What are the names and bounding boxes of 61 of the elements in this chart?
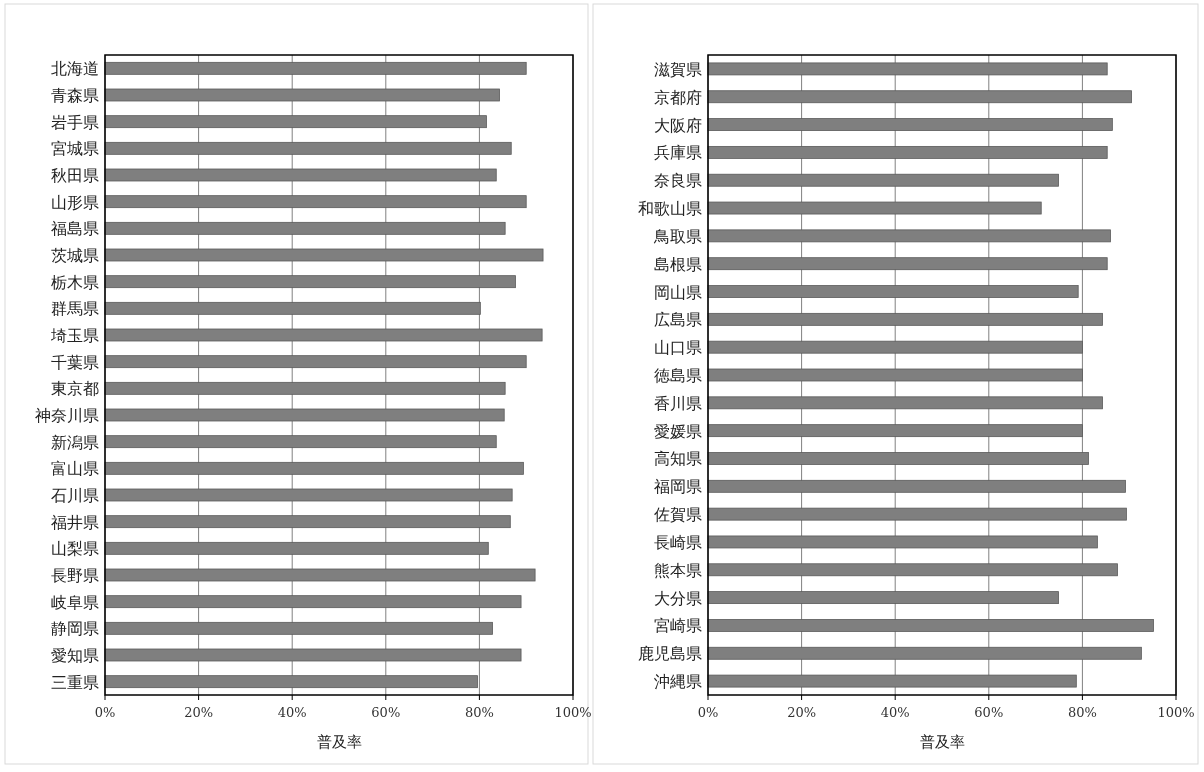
y-tick-label: 三重県 [51, 672, 99, 692]
x-tick-label: 40% [880, 705, 910, 720]
y-tick-label: 宮城県 [51, 139, 99, 159]
y-tick-label: 愛媛県 [654, 421, 702, 441]
y-tick-label: 栃木県 [51, 272, 99, 292]
y-tick-label: 鹿児島県 [638, 644, 702, 664]
y-tick-label: 石川県 [51, 486, 99, 505]
y-tick-label: 北海道 [51, 59, 99, 79]
x-tick-label: 100% [1157, 705, 1195, 720]
y-tick-label: 和歌山県 [638, 199, 702, 219]
y-tick-label: 新潟県 [51, 432, 99, 452]
y-tick-label: 宮崎県 [654, 616, 702, 636]
y-tick-label: 福島県 [51, 219, 99, 239]
y-tick-label: 沖縄県 [654, 672, 702, 692]
y-tick-label: 千葉県 [51, 352, 99, 372]
x-axis-title: 普及率 [919, 733, 965, 751]
x-tick-label: 20% [787, 705, 817, 720]
y-tick-label: 鳥取県 [653, 226, 702, 246]
y-tick-label: 静岡県 [51, 619, 99, 639]
y-tick-label: 青森県 [51, 86, 99, 105]
y-tick-label: 群馬県 [51, 299, 99, 319]
x-tick-label: 100% [554, 705, 592, 720]
y-tick-label: 兵庫県 [654, 143, 702, 163]
y-tick-label: 岡山県 [654, 282, 702, 302]
x-tick-label: 80% [464, 705, 494, 720]
y-tick-label: 茨城県 [51, 246, 99, 265]
y-tick-label: 大分県 [654, 588, 702, 608]
x-tick-label: 0% [94, 705, 116, 720]
y-tick-label: 山口県 [654, 338, 702, 358]
x-tick-label: 60% [371, 705, 401, 720]
y-tick-label: 福井県 [51, 512, 99, 532]
y-tick-label: 京都府 [654, 87, 702, 107]
y-tick-label: 広島県 [654, 310, 702, 330]
y-tick-label: 秋田県 [51, 166, 99, 185]
y-tick-label: 富山県 [51, 459, 99, 479]
y-tick-label: 滋賀県 [654, 59, 702, 79]
y-tick-label: 高知県 [654, 449, 702, 469]
y-tick-label: 熊本県 [654, 560, 702, 580]
x-axis-title: 普及率 [316, 733, 362, 751]
y-tick-label: 長崎県 [654, 532, 702, 552]
x-tick-label: 20% [184, 705, 214, 720]
y-tick-label: 愛知県 [51, 646, 99, 665]
y-tick-label: 大阪府 [654, 115, 702, 135]
y-tick-label: 神奈川県 [35, 406, 99, 425]
x-tick-label: 0% [697, 705, 719, 720]
y-tick-label: 岩手県 [51, 112, 99, 132]
x-tick-label: 40% [277, 705, 307, 720]
y-tick-label: 長野県 [51, 566, 99, 585]
y-tick-label: 香川県 [654, 393, 702, 413]
y-tick-label: 埼玉県 [50, 326, 99, 345]
y-tick-label: 東京都 [51, 379, 99, 399]
y-tick-label: 佐賀県 [654, 505, 702, 525]
y-tick-label: 山形県 [51, 192, 99, 212]
y-tick-label: 奈良県 [654, 171, 702, 191]
y-tick-label: 徳島県 [654, 366, 702, 385]
y-tick-label: 山梨県 [51, 539, 99, 559]
x-tick-label: 80% [1067, 705, 1097, 720]
x-tick-label: 60% [974, 705, 1004, 720]
y-tick-label: 岐阜県 [51, 592, 99, 612]
y-tick-label: 福岡県 [654, 477, 702, 497]
y-tick-label: 島根県 [654, 254, 702, 274]
